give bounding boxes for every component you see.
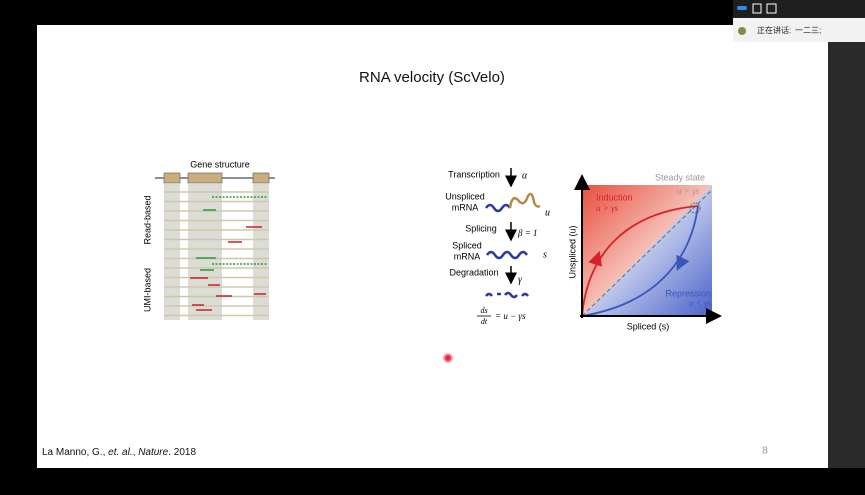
x-axis-label: Spliced (s)	[627, 321, 670, 331]
citation: La Manno, G., et. al., Nature. 2018	[42, 447, 196, 458]
exon	[252, 172, 270, 184]
spliced-mrna-1: Spliced	[452, 240, 482, 250]
speaking-label: 正在讲话:	[757, 25, 791, 35]
eq-rhs: = u − γs	[495, 311, 526, 321]
citation-authors: La Manno, G.,	[42, 447, 108, 458]
intron-strand	[508, 192, 541, 209]
transcription-label: Transcription	[448, 169, 500, 179]
splicing-label: Splicing	[465, 223, 497, 233]
speaker-avatar	[738, 27, 746, 35]
page-number: 8	[762, 446, 768, 457]
spliced-strand	[485, 250, 529, 260]
u-label: u	[545, 207, 550, 218]
citation-journal: Nature	[138, 447, 168, 458]
beta-label: β = 1	[517, 228, 538, 238]
induction-arrow	[588, 250, 602, 267]
side-strip	[828, 25, 865, 468]
toolbar-top	[733, 0, 865, 18]
repression-region	[582, 185, 712, 316]
slide-title: RNA velocity (ScVelo)	[359, 69, 505, 86]
repression-arrow	[676, 254, 690, 271]
steady-eq: u = γs	[677, 186, 700, 196]
exon-column	[253, 184, 269, 320]
gene-structure-label: Gene structure	[190, 159, 250, 169]
window-button[interactable]	[752, 3, 762, 14]
umi-based-label: UMI-based	[142, 268, 152, 312]
steady-state-label: Steady state	[655, 172, 705, 182]
s-label: s	[543, 249, 547, 260]
exon-column	[188, 184, 222, 320]
induction-label: Induction	[596, 192, 633, 202]
repression-eq: u < γs	[689, 298, 712, 308]
steady-state-line	[581, 189, 713, 317]
speaker-name: 一二三;	[795, 26, 821, 35]
unspliced-mrna-2: mRNA	[452, 202, 479, 212]
figure-c: Steady state u = γs Induction u > γs Rep…	[567, 172, 722, 331]
eq-denominator: dt	[481, 317, 488, 326]
degraded-strand	[485, 291, 529, 299]
exon-column	[164, 184, 180, 320]
induction-curve	[581, 205, 699, 317]
exon	[163, 172, 181, 184]
minimize-button[interactable]	[737, 6, 747, 10]
exon	[187, 172, 223, 184]
gamma-label: γ	[518, 274, 523, 285]
figure-b: Transcription α Unspliced mRNA u Splicin…	[445, 168, 550, 326]
citation-year: . 2018	[168, 447, 196, 458]
citation-etal: et. al.	[108, 447, 132, 458]
repression-label: Repression	[665, 288, 711, 298]
repression-curve	[581, 205, 699, 317]
induction-eq: u > γs	[596, 203, 619, 213]
unspliced-mrna-1: Unspliced	[445, 191, 485, 201]
figure-a: Gene structure Read-based UMI-based	[142, 159, 275, 320]
pointer	[443, 353, 453, 363]
spliced-mrna-2: mRNA	[454, 251, 481, 261]
steady-point	[689, 202, 701, 214]
degradation-label: Degradation	[449, 267, 498, 277]
alpha-label: α	[522, 170, 528, 181]
citation-sep: ,	[133, 447, 139, 458]
y-axis-label: Unspliced (u)	[567, 225, 577, 278]
layout-button[interactable]	[766, 3, 777, 14]
eq-numerator: ds	[480, 306, 487, 315]
read-based-label: Read-based	[142, 195, 152, 244]
unspliced-strand	[484, 203, 512, 213]
